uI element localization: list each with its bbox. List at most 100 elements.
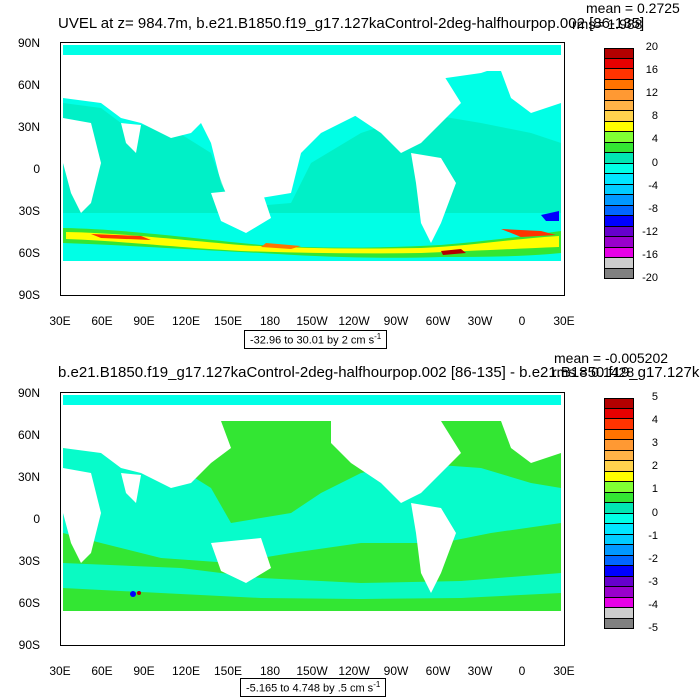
colorbar-swatch: [604, 153, 634, 164]
colorbar-swatch: [604, 48, 634, 59]
lat-label: 90N: [17, 386, 40, 400]
lat-label: 60S: [18, 596, 40, 610]
colorbar-swatch: [604, 90, 634, 101]
colorbar-label: -4: [648, 179, 658, 192]
lat-label: 30S: [18, 554, 40, 568]
lon-label: 30E: [553, 664, 575, 678]
colorbar-swatch: [604, 492, 634, 503]
colorbar-swatch: [604, 608, 634, 619]
colorbar-label: -3: [648, 575, 658, 588]
panel-bottom-range-unit: -1: [373, 680, 381, 689]
colorbar-swatch: [604, 237, 634, 248]
lon-label: 90E: [133, 664, 155, 678]
colorbar-swatch: [604, 69, 634, 80]
lat-label: 90S: [18, 288, 40, 302]
colorbar-swatch: [604, 142, 634, 153]
panel-top-mean: mean = 0.2725: [586, 0, 680, 16]
colorbar-label: 12: [645, 87, 658, 100]
lon-label: 120E: [171, 314, 201, 328]
lon-label: 0: [518, 664, 526, 678]
panel-bottom: b.e21.B1850.f19_g17.127kaControl-2deg-ha…: [0, 350, 700, 700]
colorbar-label: 16: [645, 64, 658, 77]
land-top: [63, 55, 561, 295]
colorbar-label: -4: [648, 598, 658, 611]
colorbar-label: -12: [642, 225, 658, 238]
colorbar-swatch: [604, 576, 634, 587]
colorbar-swatch: [604, 79, 634, 90]
colorbar-swatch: [604, 226, 634, 237]
colorbar-label: 4: [651, 414, 658, 427]
lon-label: 90W: [383, 314, 409, 328]
lat-label: 90S: [18, 638, 40, 652]
colorbar-label: 0: [651, 506, 658, 519]
panel-bottom-rms: rms = 0.1428: [552, 364, 635, 380]
colorbar-swatch: [604, 132, 634, 143]
lon-label: 120E: [171, 664, 201, 678]
panel-top-map: [60, 42, 565, 296]
colorbar-swatch: [604, 163, 634, 174]
lon-label: 150E: [213, 664, 243, 678]
colorbar-label: 3: [651, 437, 658, 450]
lon-label: 150W: [296, 664, 328, 678]
lon-label: 120W: [338, 664, 370, 678]
land-bottom: [63, 405, 561, 645]
colorbar-label: -1: [648, 529, 658, 542]
colorbar-label: -2: [648, 552, 658, 565]
panel-bottom-map: [60, 392, 565, 646]
panel-bottom-colorbar: [604, 398, 634, 629]
colorbar-swatch: [604, 555, 634, 566]
lon-label: 150E: [213, 314, 243, 328]
lat-label: 60N: [17, 428, 40, 442]
lon-label: 60E: [91, 664, 113, 678]
colorbar-label: -5: [648, 622, 658, 634]
panel-top-range-unit: -1: [374, 332, 382, 341]
colorbar-swatch: [604, 111, 634, 122]
colorbar-swatch: [604, 545, 634, 556]
lon-label: 180: [259, 664, 281, 678]
colorbar-swatch: [604, 471, 634, 482]
colorbar-label: 0: [651, 156, 658, 169]
colorbar-swatch: [604, 408, 634, 419]
colorbar-swatch: [604, 184, 634, 195]
colorbar-swatch: [604, 216, 634, 227]
colorbar-label: -20: [642, 272, 658, 284]
lat-label: 30N: [17, 470, 40, 484]
colorbar-swatch: [604, 258, 634, 269]
panel-top-range-box: -32.96 to 30.01 by 2 cm s-1: [244, 330, 388, 349]
panel-top-range-text: -32.96 to 30.01 by 2 cm s: [250, 334, 375, 347]
colorbar-swatch: [604, 58, 634, 69]
lon-label: 150W: [296, 314, 328, 328]
colorbar-swatch: [604, 524, 634, 535]
colorbar-swatch: [604, 440, 634, 451]
colorbar-label: -16: [642, 248, 658, 261]
lon-label: 60W: [425, 664, 451, 678]
panel-top-map-svg: [61, 43, 564, 295]
colorbar-swatch: [604, 268, 634, 279]
lon-label: 0: [518, 314, 526, 328]
colorbar-swatch: [604, 450, 634, 461]
lon-label: 60E: [91, 314, 113, 328]
panel-bottom-title: b.e21.B1850.f19_g17.127kaControl-2deg-ha…: [58, 364, 700, 381]
colorbar-swatch: [604, 482, 634, 493]
colorbar-label: 20: [645, 41, 658, 53]
panel-top-rms: rms= 1.988: [572, 16, 643, 32]
colorbar-swatch: [604, 503, 634, 514]
lon-label: 30E: [553, 314, 575, 328]
colorbar-swatch: [604, 195, 634, 206]
lon-label: 180: [259, 314, 281, 328]
lat-label: 0: [33, 162, 40, 176]
lon-label: 120W: [338, 314, 370, 328]
colorbar-label: 8: [651, 110, 658, 123]
colorbar-swatch: [604, 534, 634, 545]
colorbar-swatch: [604, 121, 634, 132]
colorbar-swatch: [604, 513, 634, 524]
panel-bottom-mean: mean = -0.005202: [554, 350, 669, 366]
lon-label: 90W: [383, 664, 409, 678]
lon-label: 30W: [467, 314, 493, 328]
panel-bottom-map-svg: [61, 393, 564, 645]
panel-top-title: UVEL at z= 984.7m, b.e21.B1850.f19_g17.1…: [58, 15, 645, 32]
panel-top-colorbar: [604, 48, 634, 279]
colorbar-label: 4: [651, 133, 658, 146]
lat-label: 30S: [18, 204, 40, 218]
lat-label: 30N: [17, 120, 40, 134]
